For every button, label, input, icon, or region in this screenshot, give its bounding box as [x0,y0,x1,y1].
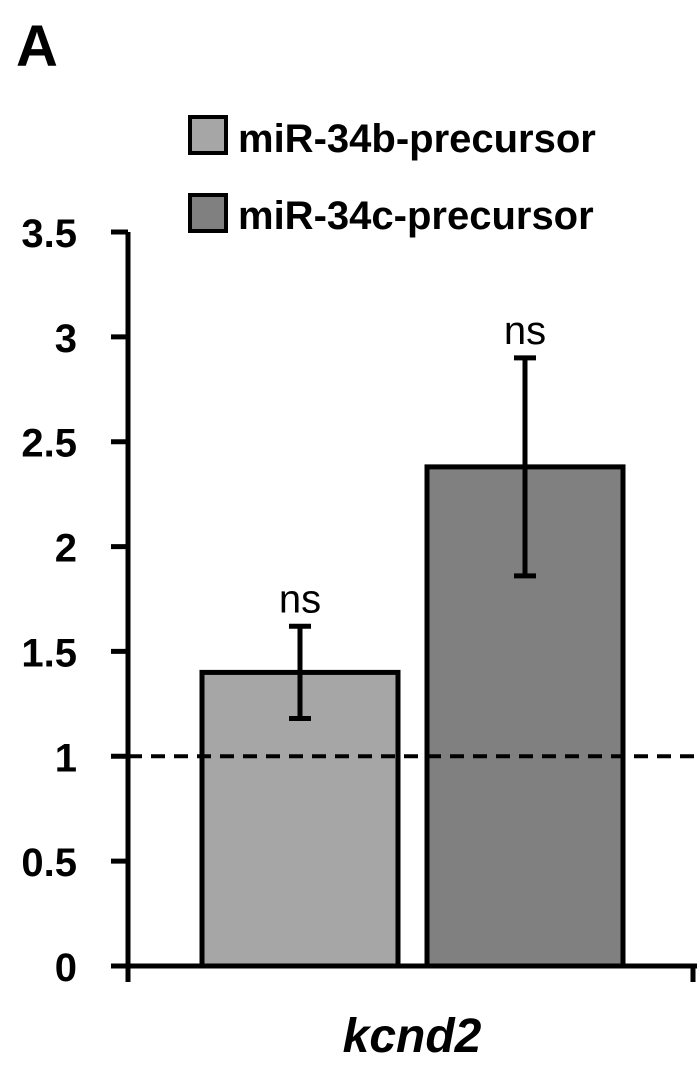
bars [199,464,626,969]
legend-swatch [188,193,228,233]
panel-label: A [16,14,58,79]
y-axis: 0 0.5 1 1.5 2 2.5 3 3.5 [21,212,131,990]
x-axis: kcnd2 [111,963,697,1063]
legend-label: miR-34c-precursor [238,194,594,238]
legend-swatch [188,115,228,155]
x-category-label: kcnd2 [343,1010,482,1063]
significance-label: ns [504,309,546,353]
y-tick-label: 1 [55,736,77,780]
significance-label: ns [279,577,321,621]
y-tick-label: 2.5 [21,422,77,466]
legend-label: miR-34b-precursor [238,117,596,161]
y-tick-label: 0.5 [21,841,77,885]
significance-annotations: ns ns [279,309,546,621]
y-tick-label: 1.5 [21,631,77,675]
y-tick-label: 2 [55,527,77,571]
bar-mir-34b-precursor [199,669,401,969]
error-bars [289,355,536,722]
y-tick-label: 0 [55,946,77,990]
y-tick-label: 3 [55,317,77,361]
y-tick-label: 3.5 [21,212,77,256]
legend: miR-34b-precursor miR-34c-precursor [188,115,596,238]
